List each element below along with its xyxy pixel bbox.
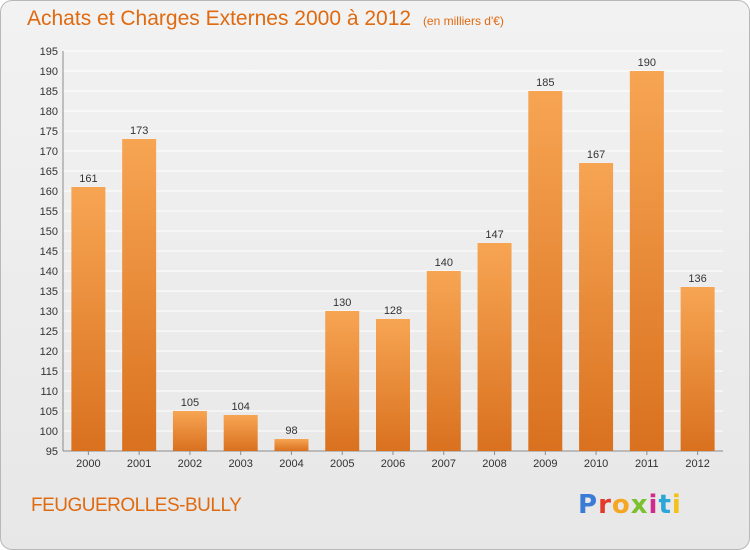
x-tick-label: 2004 <box>279 458 303 470</box>
x-tick-label: 2008 <box>482 458 506 470</box>
y-tick-label: 95 <box>46 446 58 458</box>
y-tick-label: 155 <box>40 206 58 218</box>
x-tick-label: 2009 <box>533 458 557 470</box>
logo-letter: x <box>630 490 649 520</box>
y-tick-label: 150 <box>40 226 58 238</box>
x-tick-label: 2011 <box>635 458 659 470</box>
proxiti-logo: Proxiti <box>578 490 682 520</box>
bar <box>122 139 157 451</box>
data-label: 128 <box>384 305 402 317</box>
data-label: 136 <box>688 273 706 285</box>
x-tick-label: 2005 <box>330 458 354 470</box>
data-label: 161 <box>79 173 97 185</box>
bar <box>71 187 106 451</box>
logo-letter: t <box>658 490 672 520</box>
bar <box>172 411 207 451</box>
y-tick-label: 115 <box>40 366 58 378</box>
bar <box>528 91 563 451</box>
x-tick-label: 2012 <box>685 458 709 470</box>
y-tick-label: 120 <box>40 346 58 358</box>
data-label: 185 <box>536 77 554 89</box>
chart-subtitle: (en milliers d'€) <box>422 14 504 28</box>
y-tick-label: 105 <box>40 406 58 418</box>
logo-letter: o <box>611 490 631 520</box>
y-tick-label: 195 <box>40 46 58 58</box>
chart-title: Achats et Charges Externes 2000 à 2012 (… <box>27 7 504 31</box>
y-tick-label: 175 <box>40 126 58 138</box>
data-label: 190 <box>638 57 656 69</box>
logo-letter: i <box>671 490 682 520</box>
bar <box>680 287 715 451</box>
y-tick-label: 110 <box>40 386 58 398</box>
bar <box>376 319 410 451</box>
bar <box>426 271 461 451</box>
bar <box>477 243 512 451</box>
x-tick-label: 2002 <box>178 458 202 470</box>
y-tick-label: 170 <box>40 146 58 158</box>
data-label: 98 <box>285 425 297 437</box>
y-tick-label: 135 <box>40 286 58 298</box>
y-tick-label: 180 <box>40 106 58 118</box>
commune-name: FEUGUEROLLES-BULLY <box>31 495 242 516</box>
logo-letter: P <box>578 490 599 520</box>
data-label: 130 <box>333 297 351 309</box>
logo-letter: r <box>598 490 612 520</box>
y-tick-label: 160 <box>40 186 58 198</box>
chart-title-text: Achats et Charges Externes 2000 à 2012 <box>27 7 412 30</box>
bar <box>274 439 309 451</box>
bar <box>579 163 614 451</box>
data-label: 167 <box>587 149 605 161</box>
x-tick-label: 2000 <box>76 458 100 470</box>
data-label: 104 <box>232 401 250 413</box>
y-tick-label: 140 <box>40 266 58 278</box>
y-tick-label: 125 <box>40 326 58 338</box>
y-tick-label: 130 <box>40 306 58 318</box>
x-tick-label: 2007 <box>432 458 456 470</box>
x-tick-label: 2003 <box>228 458 252 470</box>
bar <box>629 71 664 451</box>
bar <box>223 415 258 451</box>
y-tick-label: 190 <box>40 66 58 78</box>
bar <box>325 311 360 451</box>
x-tick-label: 2001 <box>127 458 151 470</box>
y-tick-label: 145 <box>40 246 58 258</box>
data-label: 105 <box>181 397 199 409</box>
data-label: 147 <box>485 229 503 241</box>
data-label: 140 <box>435 257 453 269</box>
x-tick-label: 2006 <box>381 458 405 470</box>
logo-letter: i <box>648 490 659 520</box>
x-tick-label: 2010 <box>584 458 608 470</box>
data-label: 173 <box>130 125 148 137</box>
y-tick-label: 165 <box>40 166 58 178</box>
y-tick-label: 100 <box>40 426 58 438</box>
y-tick-label: 185 <box>40 86 58 98</box>
